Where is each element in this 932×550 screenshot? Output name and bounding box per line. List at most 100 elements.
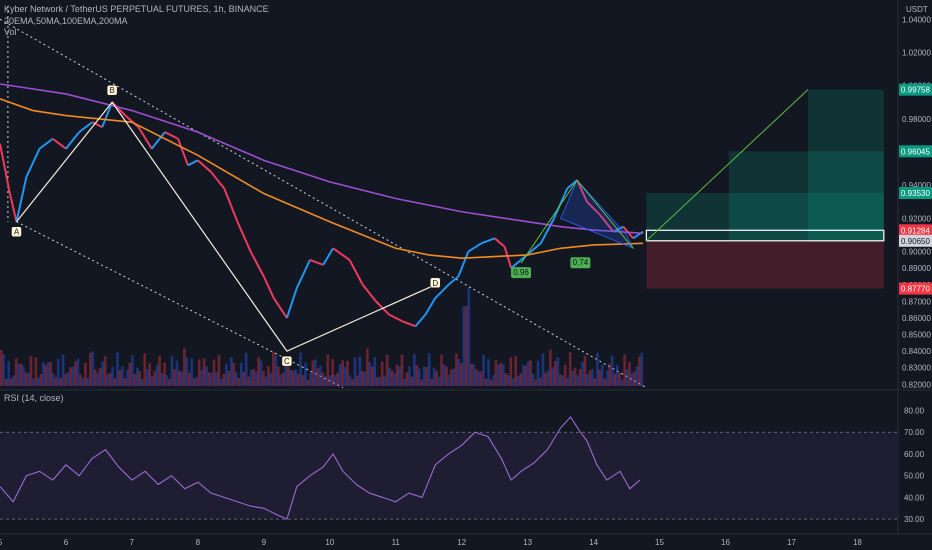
volume-bar	[375, 377, 379, 386]
volume-bar	[230, 357, 233, 386]
volume-bar	[279, 374, 283, 386]
volume-bar	[336, 372, 339, 386]
volume-bar	[71, 366, 75, 386]
price-segment	[101, 101, 114, 128]
volume-bar	[121, 366, 124, 386]
volume-bar	[212, 359, 216, 386]
volume-bar	[299, 352, 302, 386]
price-tag: 0.96045	[899, 145, 932, 158]
volume-bar	[638, 356, 641, 386]
volume-bar	[618, 373, 621, 386]
volume-bar	[536, 360, 540, 386]
volume-bar	[554, 361, 557, 386]
volume-bar	[326, 354, 330, 386]
price-segment	[586, 201, 601, 216]
volume-bar	[487, 359, 490, 386]
volume-bar	[44, 364, 48, 386]
volume-bar	[311, 360, 315, 386]
price-segment	[566, 179, 578, 190]
price-segment	[91, 121, 103, 129]
volume-bar	[437, 376, 441, 386]
volume-bar	[170, 355, 174, 386]
volume-bar	[586, 374, 589, 386]
volume-bar	[405, 372, 409, 386]
volume-bar	[136, 367, 139, 386]
volume-bar	[301, 375, 305, 386]
volume-bar	[430, 378, 433, 386]
price-segment	[272, 297, 288, 319]
volume-bar	[34, 357, 38, 386]
volume-bar	[514, 355, 518, 386]
volume-bar	[242, 371, 245, 386]
pattern-point-label: A	[14, 228, 20, 237]
volume-bar	[210, 372, 213, 386]
price-segment	[210, 171, 226, 190]
volume-bar	[93, 369, 97, 386]
volume-bar	[79, 374, 82, 386]
price-segment	[8, 193, 18, 222]
price-tag: 0.87770	[899, 282, 932, 295]
volume-bar	[291, 370, 295, 386]
price-segment	[447, 275, 460, 286]
volume-bar	[239, 362, 243, 386]
price-segment	[348, 259, 364, 286]
volume-bar	[168, 379, 171, 386]
volume-bar	[596, 352, 599, 386]
volume-bar	[568, 352, 572, 386]
volume-bar	[524, 365, 527, 386]
time-axis-tick: 18	[853, 538, 862, 547]
volume-bar	[492, 374, 495, 386]
volume-bar	[445, 366, 448, 386]
harmonic-ratio-text: 0.74	[573, 258, 589, 267]
volume-bar	[502, 364, 505, 386]
volume-bar	[126, 369, 129, 386]
volume-bar	[254, 371, 258, 386]
volume-bar	[361, 370, 364, 386]
pattern-point-box	[281, 355, 293, 367]
volume-bar	[346, 360, 349, 386]
volume-bar	[190, 358, 194, 386]
price-tag: 0.90650	[899, 234, 932, 247]
volume-bar	[294, 369, 297, 386]
entry-box	[645, 229, 885, 242]
volume-bar	[128, 362, 132, 386]
price-tag-label: 0.93530	[901, 189, 930, 198]
volume-bar	[272, 352, 275, 386]
volume-bar	[417, 368, 421, 386]
price-segment	[332, 247, 351, 261]
volume-bar	[408, 366, 411, 386]
volume-bar	[633, 371, 636, 386]
volume-bar	[479, 371, 483, 386]
volume-bar	[17, 363, 20, 386]
target-zone-3	[807, 89, 884, 241]
time-axis-tick: 14	[589, 538, 598, 547]
volume-bar	[422, 366, 426, 386]
moving-average-2	[0, 83, 644, 235]
volume-bar	[284, 358, 288, 386]
volume-bar	[625, 369, 629, 386]
volume-bar	[153, 371, 156, 386]
volume-bar	[9, 378, 13, 386]
volume-bar	[54, 377, 58, 386]
volume-bar	[353, 357, 357, 386]
volume-bar	[610, 355, 614, 386]
volume-bar	[143, 353, 147, 386]
price-segment	[249, 251, 265, 277]
volume-bar	[113, 378, 117, 386]
price-segment	[503, 246, 513, 269]
price-tag-label: 0.96045	[901, 147, 930, 156]
volume-bar	[507, 374, 510, 386]
volume-bar	[474, 369, 478, 386]
price-axis-tick: 0.90000	[902, 248, 931, 257]
volume-bar	[277, 366, 280, 386]
volume-bar	[148, 363, 152, 386]
price-axis-tick: 1.02000	[902, 48, 931, 57]
volume-bar	[455, 353, 458, 386]
volume-bar	[603, 378, 607, 386]
volume-bar	[551, 367, 555, 386]
volume-bar	[583, 355, 587, 386]
volume-bar	[450, 369, 453, 386]
volume-bar	[544, 372, 547, 386]
abcd-pattern-line	[16, 101, 436, 352]
